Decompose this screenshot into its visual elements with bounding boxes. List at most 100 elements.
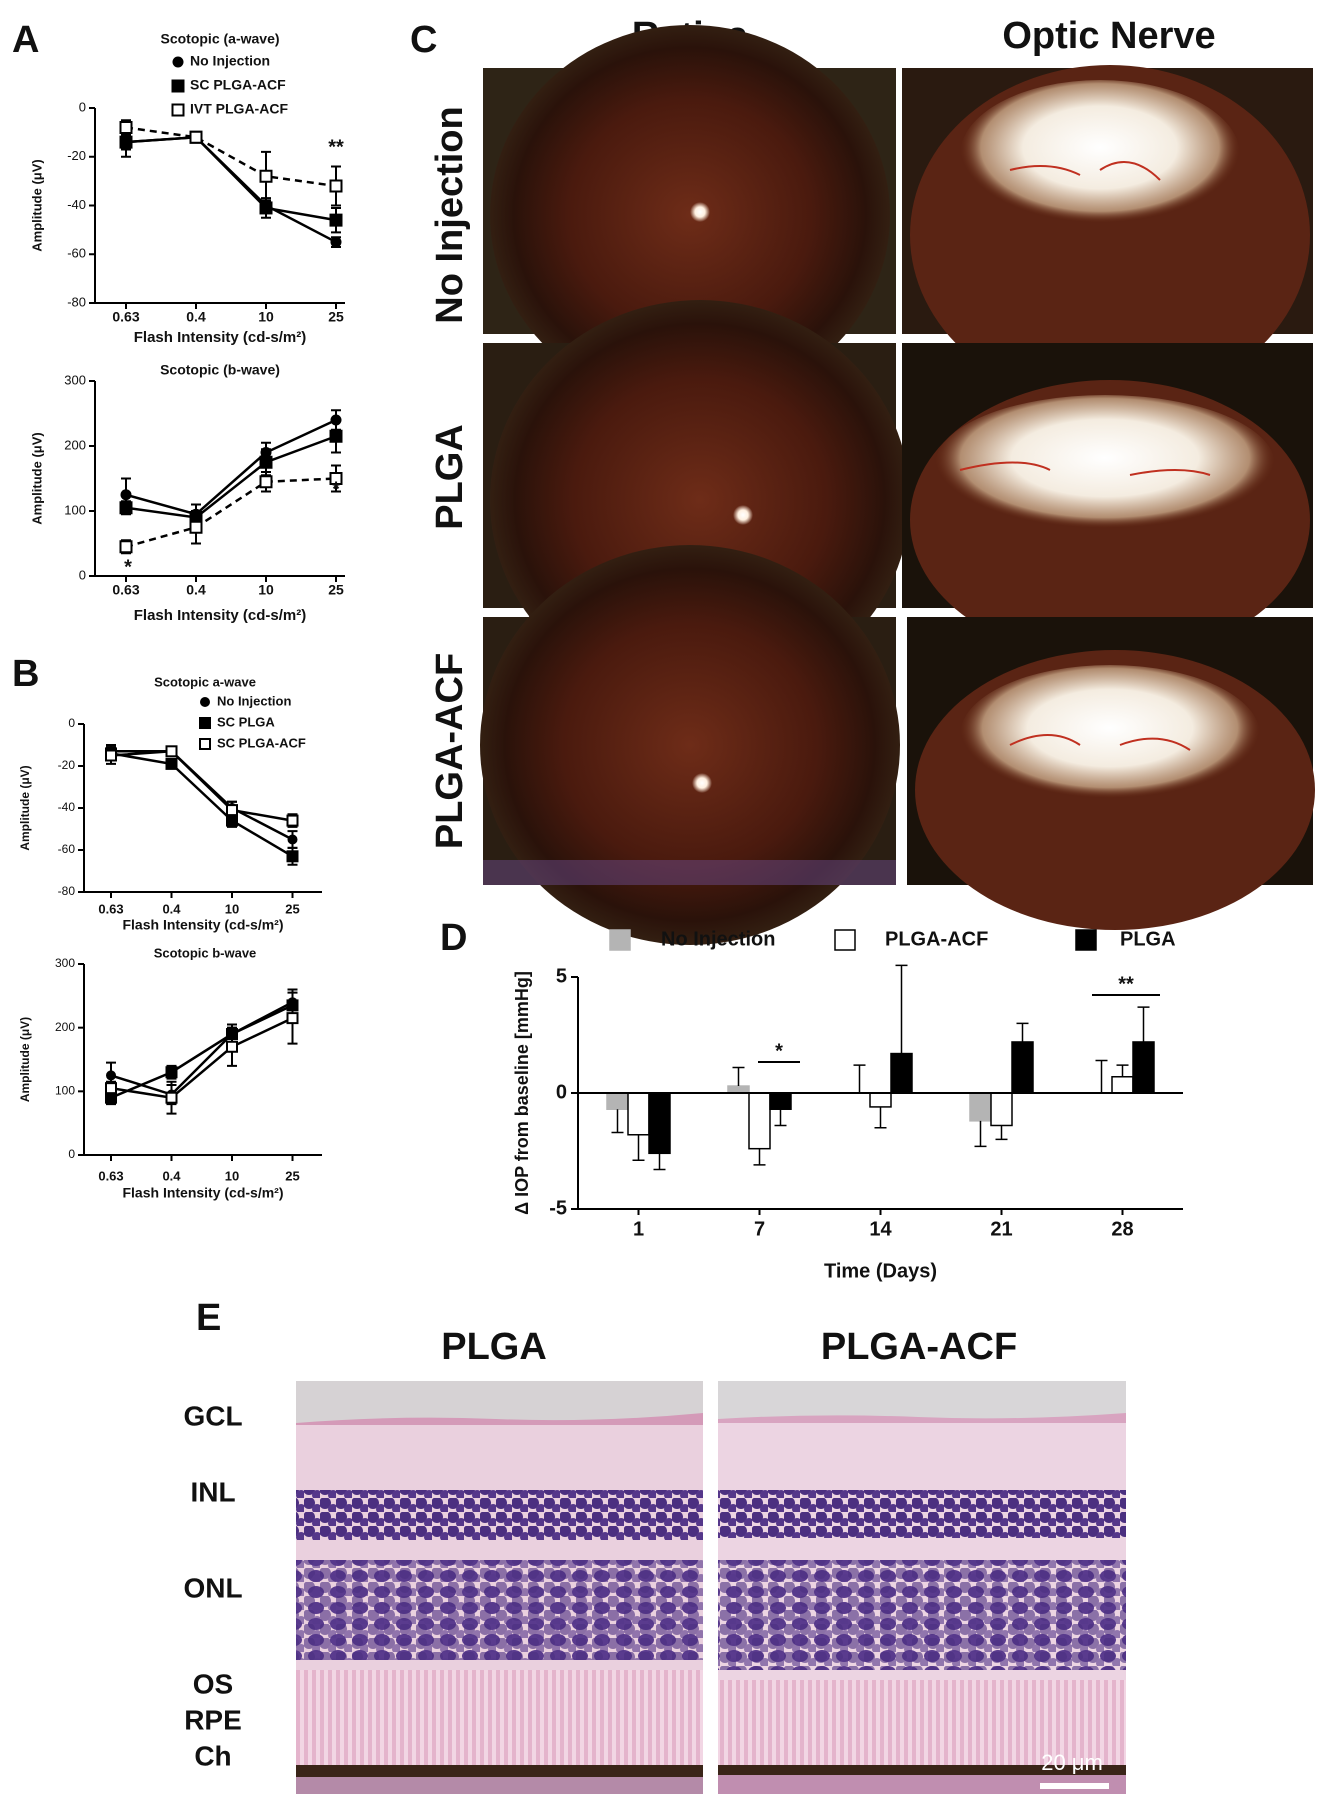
marker xyxy=(259,169,273,183)
y-axis-label: Amplitude (μV) xyxy=(29,159,44,251)
error-bar xyxy=(774,1109,787,1127)
series-line xyxy=(125,435,337,519)
row-label: No Injection xyxy=(429,106,471,323)
column-header: Optic Nerve xyxy=(1002,15,1215,57)
optic-nerve-photo xyxy=(902,65,1313,405)
x-tick-label: 0.4 xyxy=(162,901,181,916)
y-tick-label: -40 xyxy=(67,197,86,212)
error-bar xyxy=(874,1106,887,1129)
bar xyxy=(627,1092,650,1136)
x-tick-label: 0.63 xyxy=(98,901,123,916)
y-tick-label: 200 xyxy=(55,1020,75,1034)
bar xyxy=(648,1092,671,1155)
marker xyxy=(105,749,117,762)
legend-swatch xyxy=(609,929,631,951)
series-line xyxy=(110,1016,294,1100)
marker xyxy=(119,121,133,134)
x-tick-label: 10 xyxy=(258,309,274,325)
bar xyxy=(748,1092,771,1150)
y-tick-label: 0 xyxy=(68,1147,75,1161)
x-tick-label: 0.4 xyxy=(186,309,206,325)
histology-image xyxy=(296,1381,703,1794)
bar xyxy=(1132,1041,1155,1094)
column-header: PLGA-ACF xyxy=(821,1326,1017,1368)
marker xyxy=(286,814,299,827)
layer-label: ONL xyxy=(183,1572,242,1603)
error-bar xyxy=(632,1134,645,1162)
error-bar xyxy=(1116,1064,1129,1077)
y-tick-label: 0 xyxy=(68,716,75,730)
error-bar xyxy=(1137,1006,1150,1042)
x-tick-label: 10 xyxy=(225,1168,239,1183)
marker xyxy=(189,520,203,534)
marker xyxy=(259,475,273,489)
x-tick-label: 28 xyxy=(1111,1218,1133,1240)
bar xyxy=(1011,1041,1034,1094)
marker xyxy=(199,717,211,729)
x-tick-label: 0.4 xyxy=(162,1168,181,1183)
marker xyxy=(172,56,184,68)
y-tick-label: 100 xyxy=(55,1084,75,1098)
legend-label: SC PLGA xyxy=(217,714,275,729)
annotation: ** xyxy=(1118,973,1134,995)
bar xyxy=(727,1085,750,1094)
series-line xyxy=(125,477,337,548)
legend-label: IVT PLGA-ACF xyxy=(190,101,288,117)
legend-label: PLGA xyxy=(1120,928,1176,950)
scale-bar-label: 20 μm xyxy=(1041,1750,1103,1775)
bar xyxy=(969,1092,992,1122)
series-line xyxy=(110,752,294,858)
x-tick-label: 25 xyxy=(285,901,299,916)
x-tick-label: 25 xyxy=(328,582,344,598)
bar xyxy=(990,1092,1013,1127)
column-header: PLGA xyxy=(441,1326,547,1368)
marker xyxy=(199,738,211,750)
panel-label: D xyxy=(440,917,467,959)
legend-swatch xyxy=(834,929,856,951)
error-bar xyxy=(653,1153,666,1171)
marker xyxy=(329,429,343,443)
x-tick-label: 7 xyxy=(754,1218,765,1240)
y-tick-label: 0 xyxy=(79,99,86,114)
x-tick-label: 14 xyxy=(869,1218,892,1240)
marker xyxy=(165,757,178,770)
marker xyxy=(259,201,273,215)
y-tick-label: 300 xyxy=(64,372,86,387)
legend-label: No Injection xyxy=(661,928,775,950)
y-tick-label: 0 xyxy=(79,567,86,582)
x-tick-label: 21 xyxy=(990,1218,1012,1240)
y-tick-label: -80 xyxy=(58,884,76,898)
marker xyxy=(105,1082,117,1095)
retina-photo xyxy=(483,25,896,405)
error-bar xyxy=(995,1125,1008,1141)
marker xyxy=(171,103,185,117)
marker xyxy=(189,130,203,144)
legend-label: SC PLGA-ACF xyxy=(190,77,286,93)
bar xyxy=(1111,1076,1134,1094)
y-axis-label: Δ IOP from baseline [mmHg] xyxy=(512,971,532,1215)
marker xyxy=(286,1012,299,1025)
marker xyxy=(329,472,343,485)
y-tick-label: 200 xyxy=(64,437,86,452)
bar xyxy=(769,1092,792,1110)
y-tick-label: -60 xyxy=(67,246,86,261)
histology-image xyxy=(718,1381,1126,1794)
marker xyxy=(171,79,185,93)
marker xyxy=(329,179,343,193)
x-tick-label: 0.63 xyxy=(112,582,139,598)
y-tick-label: -40 xyxy=(58,800,76,814)
error-bar xyxy=(974,1120,987,1148)
x-tick-label: 10 xyxy=(258,582,274,598)
error-bar xyxy=(853,1064,866,1093)
y-tick-label: 0 xyxy=(556,1081,567,1103)
annotation: * xyxy=(775,1040,783,1062)
x-tick-label: 0.4 xyxy=(186,582,206,598)
layer-label: OS xyxy=(193,1668,233,1699)
y-axis-label: Amplitude (μV) xyxy=(18,1017,32,1102)
x-axis-label: Flash Intensity (cd-s/m²) xyxy=(122,1185,283,1201)
series-line xyxy=(125,418,337,516)
optic-nerve-photo xyxy=(907,617,1315,930)
bar xyxy=(890,1052,913,1094)
marker xyxy=(329,213,343,227)
row-label: PLGA-ACF xyxy=(429,653,471,849)
